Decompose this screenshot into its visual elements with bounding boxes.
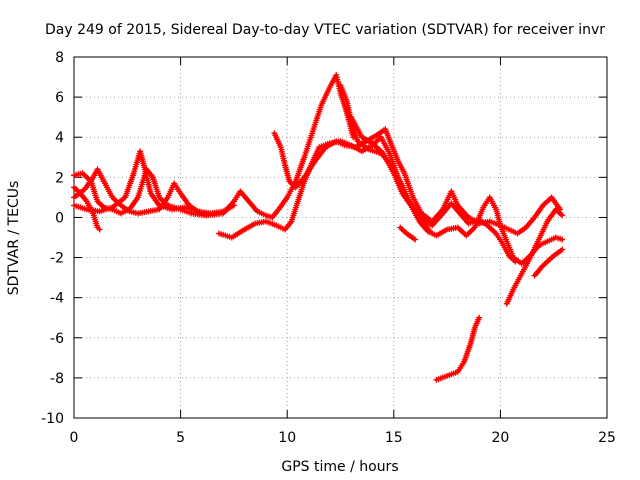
series-line [349, 115, 517, 264]
series-track-7 [337, 82, 566, 267]
y-tick-label: -4 [50, 291, 64, 307]
series-markers [503, 206, 566, 307]
grid [74, 57, 607, 418]
x-tick-label: 15 [385, 430, 403, 446]
series-layer [71, 72, 566, 383]
x-tick-label: 20 [491, 430, 509, 446]
y-tick-label: 0 [55, 210, 64, 226]
y-tick-label: -8 [50, 371, 64, 387]
y-tick-label: -2 [50, 251, 64, 267]
series-markers [337, 82, 566, 267]
series-markers [348, 114, 519, 265]
series-track-10 [503, 206, 566, 307]
x-tick-label: 0 [70, 430, 79, 446]
x-axis-label: GPS time / hours [281, 459, 398, 475]
series-line [72, 73, 355, 219]
y-axis-label: SDTVAR / TECUs [6, 181, 22, 296]
x-tick-label: 5 [176, 430, 185, 446]
series-markers [397, 224, 419, 243]
plot-frame [73, 56, 608, 419]
y-tick-label: 8 [55, 50, 64, 66]
series-track-4 [71, 148, 237, 217]
series-markers [71, 166, 210, 219]
y-tick-label: 4 [55, 130, 64, 146]
y-tick-label: -10 [41, 411, 64, 427]
axis-ticks: 0 5 10 15 20 25 -10 -8 -6 -4 -2 0 2 4 6 8 [41, 50, 616, 446]
y-tick-label: 2 [55, 170, 64, 186]
series-track-9 [397, 224, 419, 243]
series-markers [433, 314, 483, 383]
series-track-11 [531, 246, 566, 279]
y-tick-label: -6 [50, 331, 64, 347]
x-tick-label: 10 [278, 430, 296, 446]
series-track-12 [433, 314, 483, 383]
series-markers [71, 148, 237, 217]
y-tick-label: 6 [55, 90, 64, 106]
series-track-8 [348, 114, 519, 265]
x-tick-label: 25 [598, 430, 616, 446]
series-line [339, 83, 564, 266]
series-markers [531, 246, 566, 279]
series-track-2 [71, 166, 210, 219]
chart-title: Day 249 of 2015, Sidereal Day-to-day VTE… [45, 22, 605, 38]
